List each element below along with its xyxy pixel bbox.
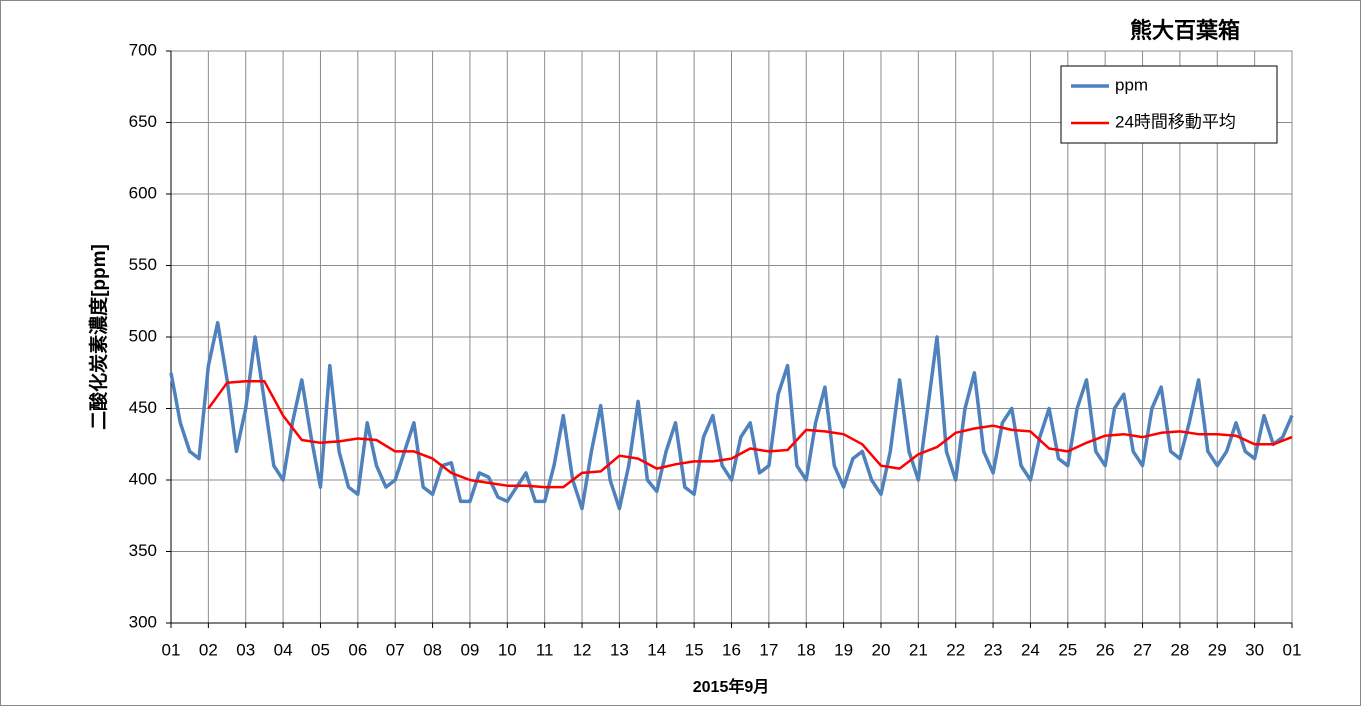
y-tick-label: 400 xyxy=(129,469,157,488)
x-tick-label: 01 xyxy=(1283,640,1302,659)
x-tick-label: 07 xyxy=(386,640,405,659)
x-tick-label: 20 xyxy=(872,640,891,659)
x-tick-label: 03 xyxy=(236,640,255,659)
x-tick-label: 18 xyxy=(797,640,816,659)
legend-box xyxy=(1060,65,1278,144)
x-tick-label: 29 xyxy=(1208,640,1227,659)
x-tick-label: 13 xyxy=(610,640,629,659)
x-tick-label: 06 xyxy=(348,640,367,659)
x-tick-label: 27 xyxy=(1133,640,1152,659)
x-tick-label: 24 xyxy=(1021,640,1040,659)
x-tick-label: 17 xyxy=(759,640,778,659)
x-tick-label: 09 xyxy=(460,640,479,659)
x-tick-label: 14 xyxy=(647,640,666,659)
y-tick-label: 650 xyxy=(129,112,157,131)
legend-label: ppm xyxy=(1115,75,1148,94)
x-tick-label: 01 xyxy=(162,640,181,659)
x-tick-label: 22 xyxy=(946,640,965,659)
legend-label: 24時間移動平均 xyxy=(1115,112,1236,131)
x-tick-label: 25 xyxy=(1058,640,1077,659)
y-tick-label: 600 xyxy=(129,183,157,202)
y-axis-label: 二酸化炭素濃度[ppm] xyxy=(87,244,110,430)
x-tick-label: 30 xyxy=(1245,640,1264,659)
series-line xyxy=(207,380,1293,489)
y-tick-label: 550 xyxy=(129,255,157,274)
x-tick-label: 21 xyxy=(909,640,928,659)
y-tick-label: 500 xyxy=(129,326,157,345)
x-tick-label: 12 xyxy=(573,640,592,659)
x-tick-label: 15 xyxy=(685,640,704,659)
x-tick-label: 28 xyxy=(1170,640,1189,659)
x-tick-label: 08 xyxy=(423,640,442,659)
y-tick-label: 450 xyxy=(129,398,157,417)
x-tick-label: 11 xyxy=(536,640,554,659)
x-tick-label: 05 xyxy=(311,640,330,659)
x-tick-label: 23 xyxy=(984,640,1003,659)
y-tick-label: 700 xyxy=(129,40,157,59)
chart-title: 熊大百葉箱 xyxy=(1130,18,1240,43)
x-tick-label: 04 xyxy=(274,640,293,659)
x-tick-label: 02 xyxy=(199,640,218,659)
x-tick-label: 19 xyxy=(834,640,853,659)
y-tick-label: 350 xyxy=(129,541,157,560)
x-axis-label: 2015年9月 xyxy=(693,677,770,696)
x-tick-label: 16 xyxy=(722,640,741,659)
series-line xyxy=(169,320,1294,511)
x-tick-label: 26 xyxy=(1096,640,1115,659)
x-tick-label: 10 xyxy=(498,640,517,659)
y-tick-label: 300 xyxy=(129,612,157,631)
